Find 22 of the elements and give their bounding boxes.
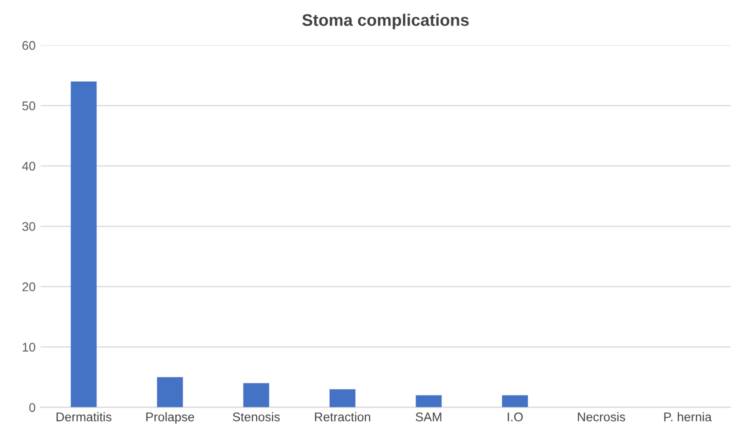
x-tick-label: Prolapse [146, 412, 194, 424]
x-tick-label: I.O [508, 412, 523, 422]
x-tick-label: Necrosis [578, 412, 626, 422]
bar [157, 377, 183, 408]
chart-title: Stoma complications [302, 14, 469, 30]
bar [243, 383, 270, 408]
y-tick-label: 10 [22, 342, 36, 352]
bar [70, 81, 97, 408]
x-tick-label: Stenosis [232, 412, 280, 422]
y-tick-label: 50 [22, 101, 36, 110]
x-tick-label: SAM [416, 412, 442, 422]
y-tick-label: 40 [22, 162, 36, 171]
bar [416, 395, 442, 408]
x-tick-label: Retraction [315, 412, 370, 422]
y-tick-label: 60 [22, 41, 36, 50]
y-tick-label: 20 [22, 282, 36, 292]
y-tick-label: 30 [22, 222, 36, 231]
x-tick-label: Dermatitis [56, 412, 112, 422]
y-tick-label: 0 [29, 403, 36, 412]
bar [330, 389, 356, 408]
bar [502, 395, 528, 408]
x-tick-label: P. hernia [664, 412, 712, 422]
